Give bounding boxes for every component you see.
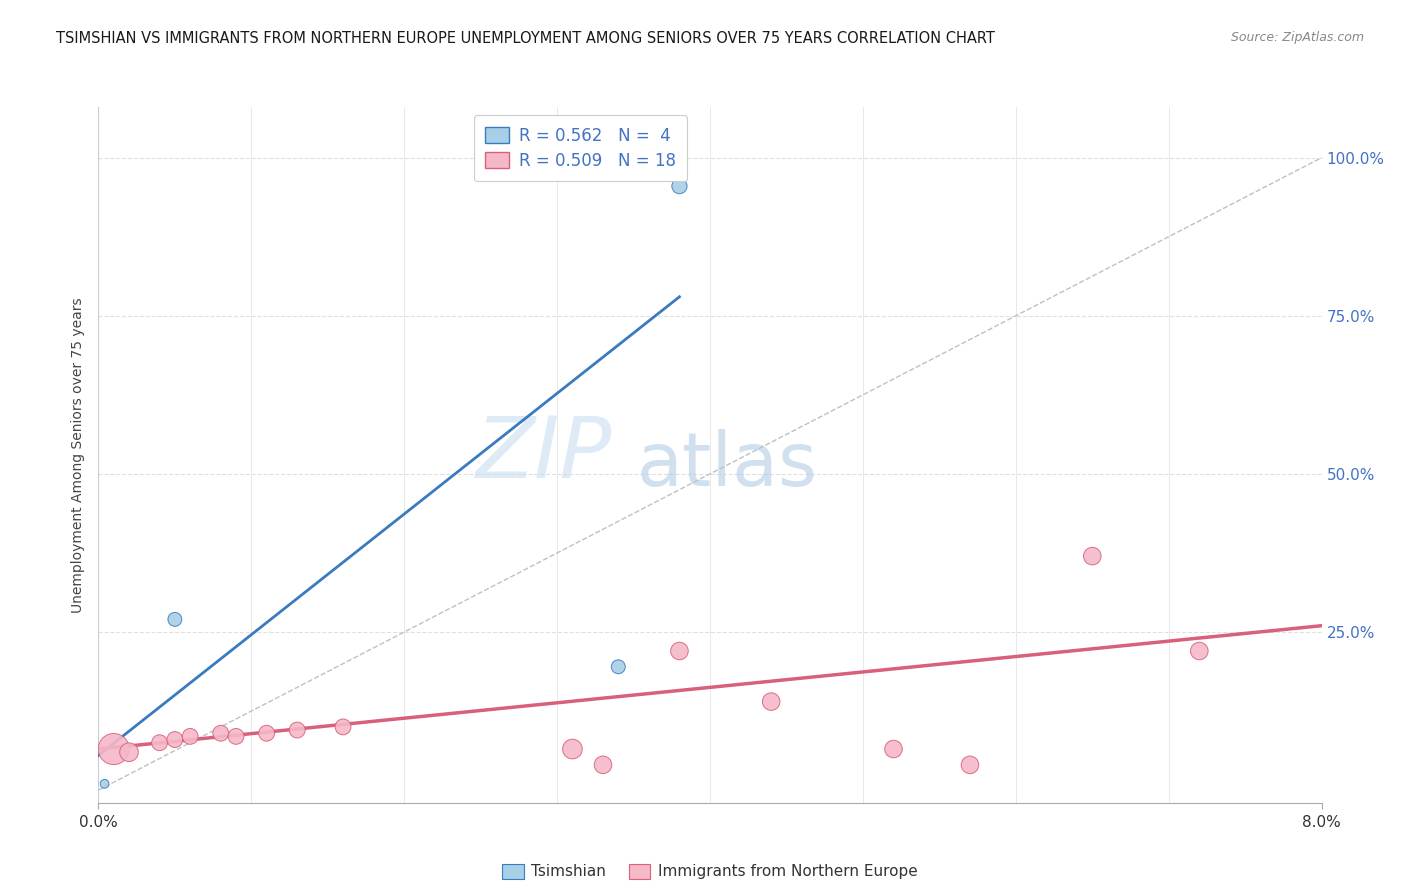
Point	[256, 726, 278, 740]
Point	[149, 736, 172, 750]
Point	[209, 726, 232, 740]
Point	[179, 730, 201, 744]
Point	[118, 745, 141, 759]
Point	[285, 723, 308, 737]
Point	[668, 644, 690, 658]
Point	[93, 777, 115, 791]
Point	[225, 730, 247, 744]
Point	[561, 742, 583, 756]
Text: Source: ZipAtlas.com: Source: ZipAtlas.com	[1230, 31, 1364, 45]
Point	[1188, 644, 1211, 658]
Point	[959, 757, 981, 772]
Point	[163, 732, 186, 747]
Point	[163, 612, 186, 626]
Point	[592, 757, 614, 772]
Y-axis label: Unemployment Among Seniors over 75 years: Unemployment Among Seniors over 75 years	[72, 297, 86, 613]
Text: atlas: atlas	[637, 429, 818, 502]
Point	[332, 720, 354, 734]
Legend: Tsimshian, Immigrants from Northern Europe: Tsimshian, Immigrants from Northern Euro…	[496, 858, 924, 886]
Point	[668, 179, 690, 194]
Point	[883, 742, 905, 756]
Point	[759, 695, 782, 709]
Point	[607, 660, 630, 674]
Point	[103, 742, 125, 756]
Text: TSIMSHIAN VS IMMIGRANTS FROM NORTHERN EUROPE UNEMPLOYMENT AMONG SENIORS OVER 75 : TSIMSHIAN VS IMMIGRANTS FROM NORTHERN EU…	[56, 31, 995, 46]
Point	[1081, 549, 1104, 563]
Text: ZIP: ZIP	[475, 413, 612, 497]
